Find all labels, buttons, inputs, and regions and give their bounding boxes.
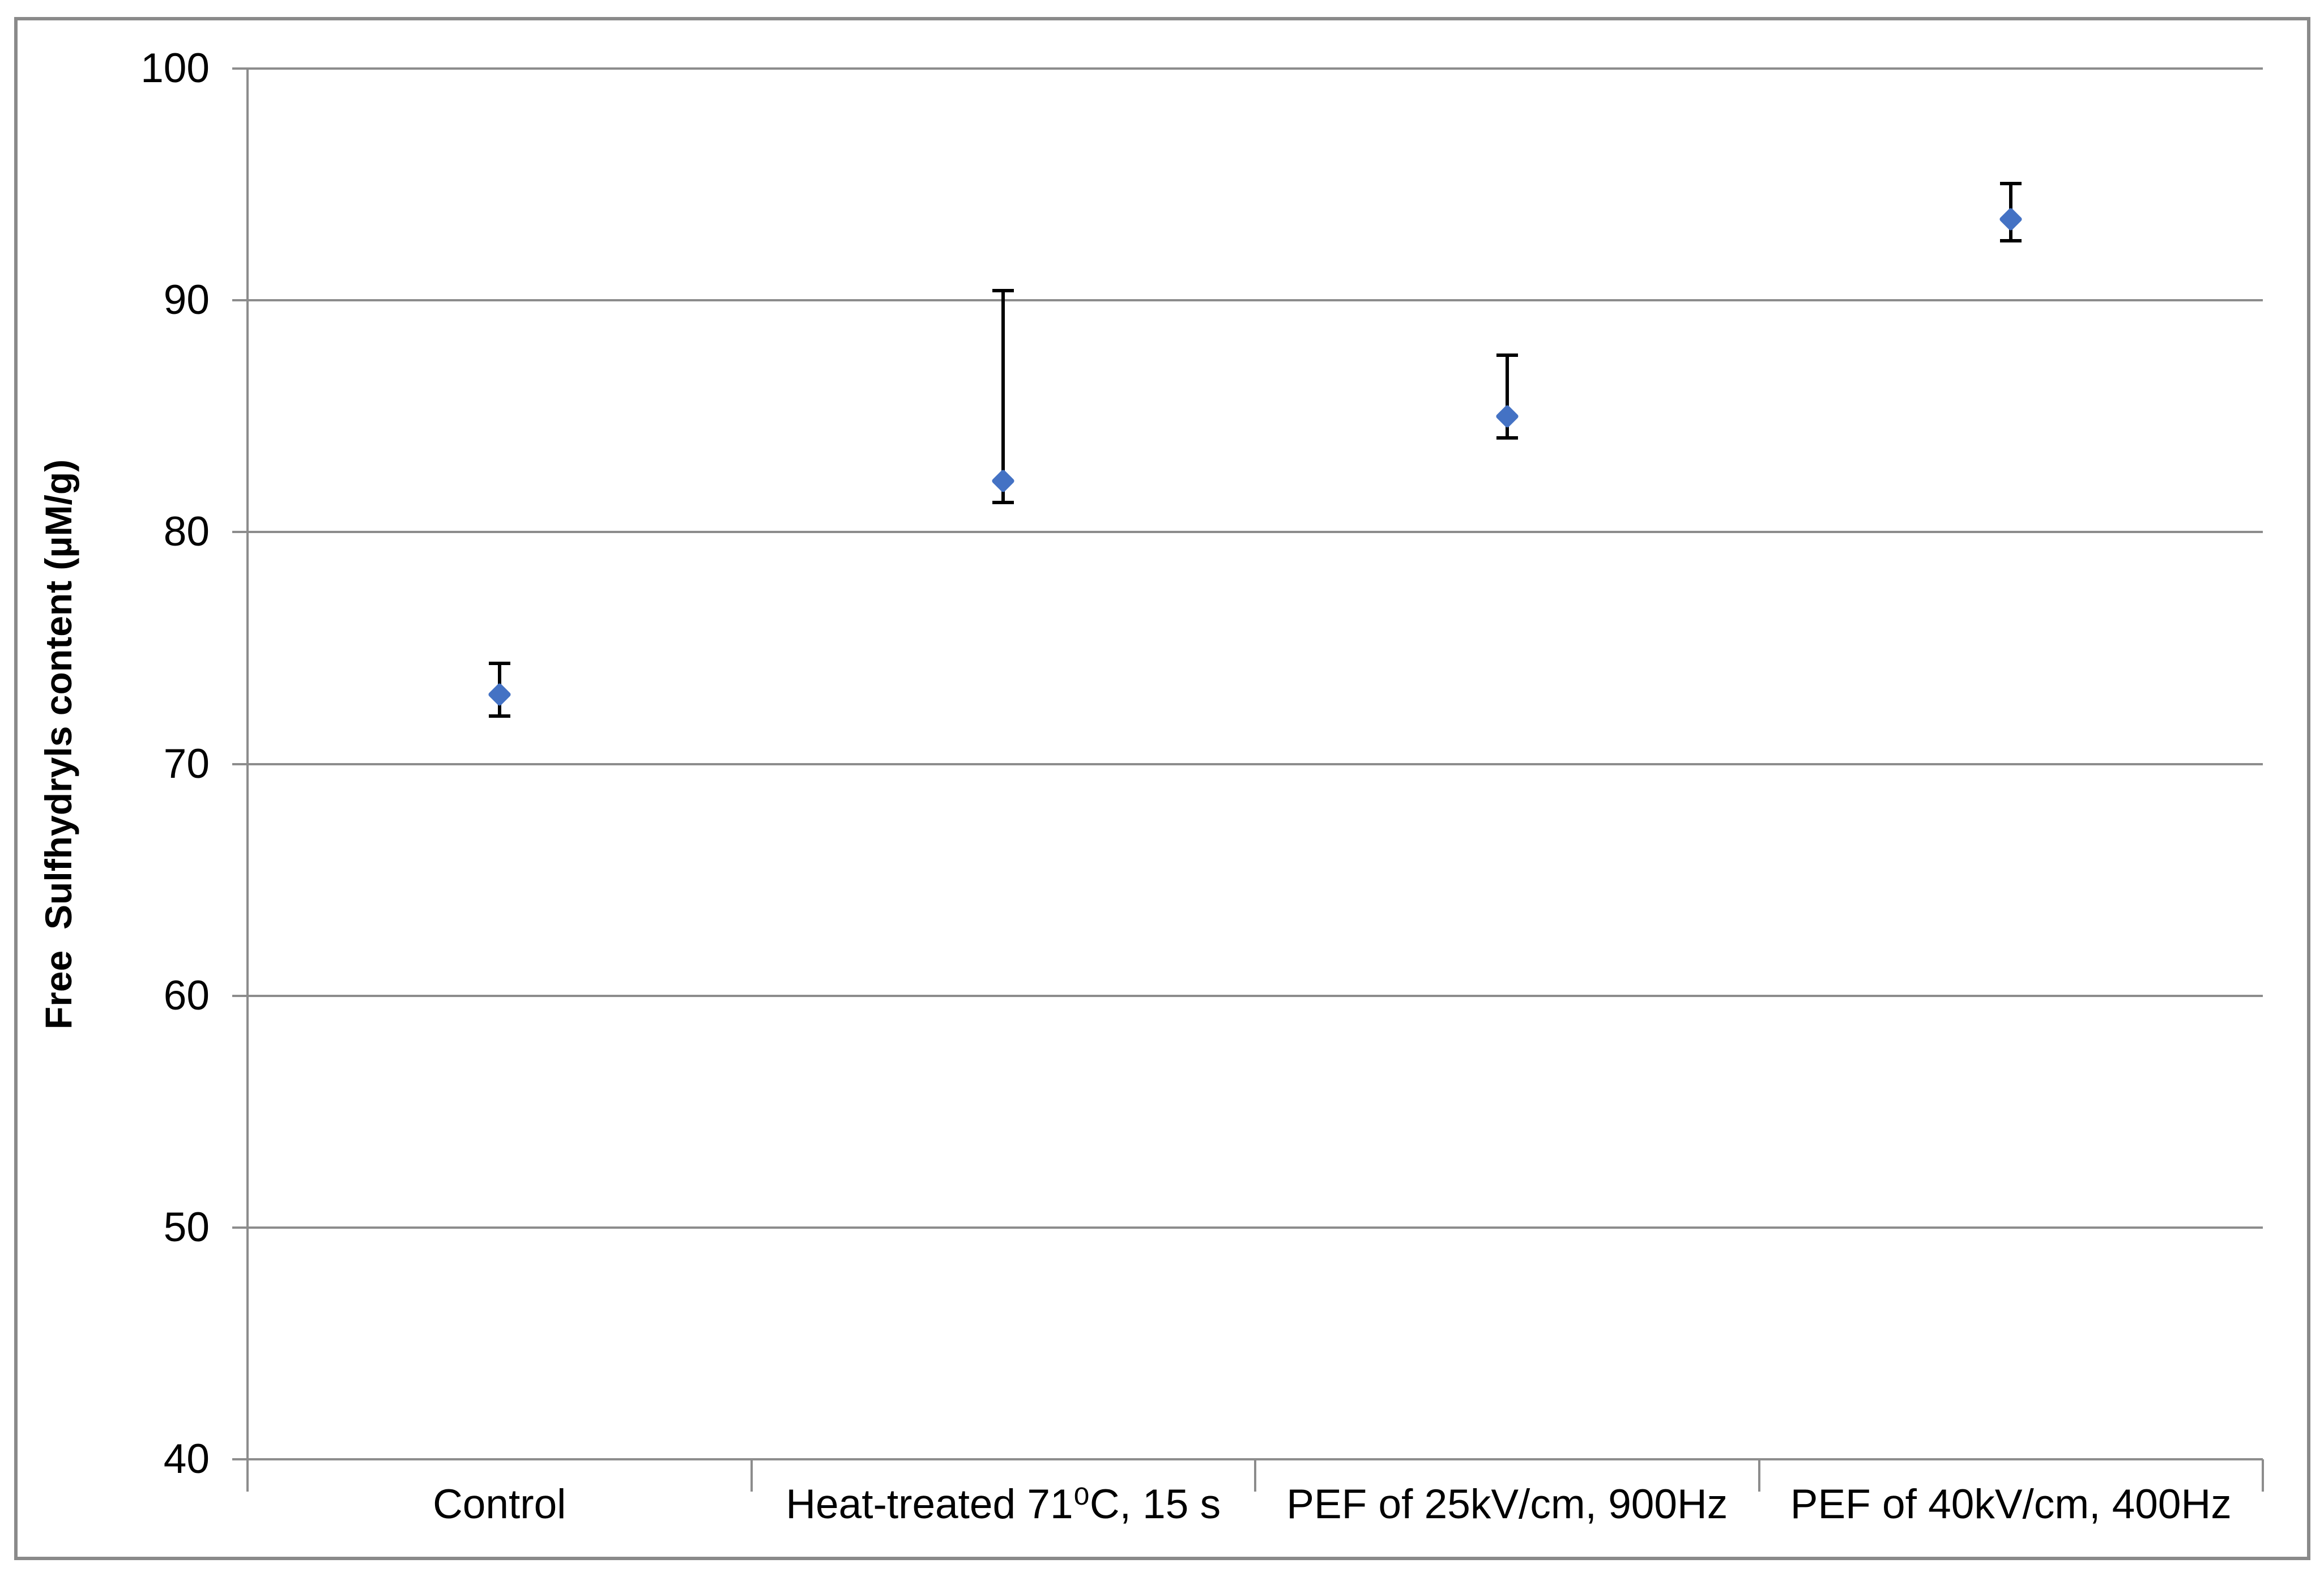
- category-boundary-tick: [750, 1459, 753, 1492]
- gridline-y-90: [232, 299, 2263, 302]
- error-bar-cap-bottom: [2000, 238, 2022, 242]
- y-tick-label-60: 60: [163, 972, 210, 1019]
- x-category-label-2: Heat-treated 71⁰C, 15 s: [786, 1481, 1221, 1527]
- y-tick-label-100: 100: [140, 45, 210, 91]
- category-boundary-tick: [1758, 1459, 1760, 1492]
- y-tick-label-90: 90: [163, 277, 210, 323]
- error-bar-cap-bottom: [1496, 436, 1518, 440]
- gridline-y-100: [232, 67, 2263, 70]
- x-category-label-3: PEF of 25kV/cm, 900Hz: [1286, 1481, 1728, 1527]
- gridline-y-60: [232, 994, 2263, 997]
- y-axis-line: [246, 69, 249, 1492]
- gridline-y-50: [232, 1226, 2263, 1229]
- x-category-label-1: Control: [433, 1481, 566, 1527]
- gridline-y-70: [232, 763, 2263, 765]
- y-tick-label-40: 40: [163, 1436, 210, 1482]
- diamond-marker-2: [991, 469, 1016, 493]
- y-tick-label-80: 80: [163, 509, 210, 555]
- x-axis-line: [232, 1458, 2263, 1460]
- error-bar-cap-top: [992, 288, 1014, 292]
- chart-outer-frame: [14, 17, 2310, 1560]
- error-bar: [1001, 288, 1005, 505]
- error-bar-cap-top: [488, 662, 510, 666]
- gridline-y-80: [232, 531, 2263, 534]
- diamond-marker-3: [1495, 404, 1519, 428]
- y-tick-label-70: 70: [163, 740, 210, 787]
- category-boundary-tick: [2262, 1459, 2264, 1492]
- plot-area: [232, 67, 2264, 1492]
- error-bar-cap-top: [2000, 182, 2022, 186]
- diamond-marker-4: [1999, 207, 2023, 232]
- x-category-label-4: PEF of 40kV/cm, 400Hz: [1790, 1481, 2232, 1527]
- error-bar-cap-bottom: [992, 501, 1014, 505]
- diamond-marker-1: [487, 682, 511, 706]
- y-tick-label-50: 50: [163, 1204, 210, 1250]
- error-bar-cap-bottom: [488, 714, 510, 718]
- error-bar: [1505, 353, 1509, 440]
- category-boundary-tick: [1254, 1459, 1256, 1492]
- category-boundary-tick: [246, 1459, 249, 1492]
- error-bar-cap-top: [1496, 353, 1518, 357]
